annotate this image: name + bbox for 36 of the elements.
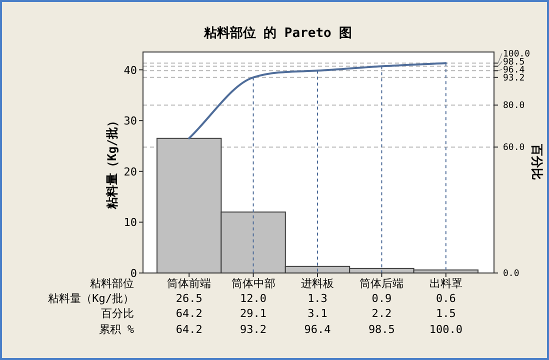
y-tick-label: 40 — [124, 64, 137, 77]
data-label: 98.5 — [368, 323, 395, 336]
y2-tick-label: 0.0 — [503, 269, 520, 279]
x-tick-label: 筒体后端 — [360, 277, 404, 290]
x-axis-title: 粘料部位 — [90, 277, 134, 290]
x-tick-label: 进料板 — [301, 277, 334, 290]
data-label: 26.5 — [176, 292, 202, 305]
text: 累积 % — [98, 323, 134, 336]
y2-axis-title: 百分比 — [530, 143, 544, 180]
y2-tick-label: 80.0 — [503, 101, 525, 112]
data-label: 100.0 — [429, 323, 462, 336]
data-label: 93.2 — [240, 323, 267, 336]
y-tick-label: 10 — [124, 216, 137, 230]
data-label: 96.4 — [304, 323, 332, 336]
data-label: 0.9 — [372, 292, 392, 305]
text: 2.2 — [372, 307, 392, 320]
chart-title: 粘料部位 的 Pareto 图 — [202, 25, 352, 41]
x-tick-label: 筒体中部 — [231, 277, 276, 290]
text: 1.5 — [436, 307, 456, 320]
y-tick-label: 30 — [124, 114, 137, 128]
data-label: 12.0 — [240, 292, 267, 305]
text: 64.2 — [176, 307, 202, 320]
y2-tick-label: 60.0 — [503, 143, 525, 154]
y-axis-title: 粘料量（Kg/批） — [105, 115, 119, 210]
y-tick-label: 20 — [124, 165, 137, 178]
data-label: 64.2 — [176, 323, 202, 336]
text: 3.1 — [308, 307, 328, 320]
x-tick-label: 出料罩 — [429, 277, 462, 290]
data-label: 0.6 — [436, 292, 456, 305]
text: 百分比 — [101, 307, 134, 320]
data-label: 1.3 — [308, 292, 328, 305]
y-tick-label: 0 — [130, 267, 137, 280]
text: 29.1 — [240, 307, 267, 320]
text: 粘料量（Kg/批） — [48, 292, 134, 305]
y2-tick-label: 93.2 — [503, 73, 525, 84]
x-tick-label: 筒体前端 — [167, 277, 212, 290]
